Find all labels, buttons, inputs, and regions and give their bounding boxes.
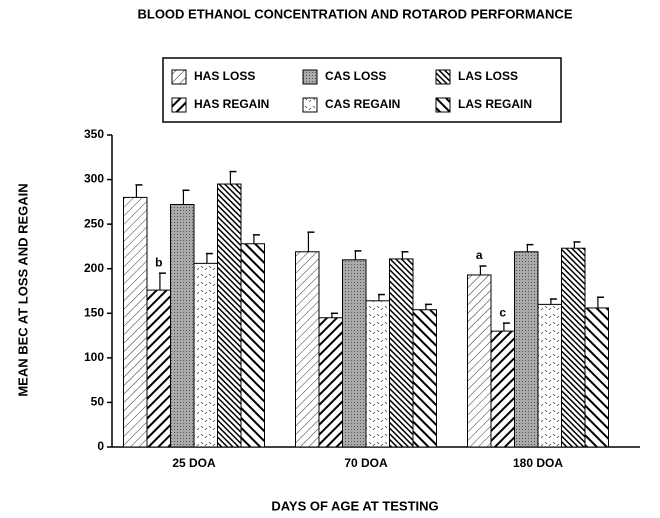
legend-label: HAS LOSS bbox=[194, 69, 255, 83]
bar bbox=[467, 274, 492, 448]
legend-box bbox=[162, 57, 562, 123]
y-tick-label: 150 bbox=[84, 305, 104, 319]
bar bbox=[217, 183, 242, 448]
bar bbox=[146, 289, 171, 448]
annotation: c bbox=[499, 305, 506, 319]
bar bbox=[514, 251, 539, 448]
bar bbox=[170, 204, 195, 448]
legend-swatch bbox=[435, 69, 451, 85]
legend-swatch bbox=[171, 97, 187, 113]
y-tick-label: 250 bbox=[84, 216, 104, 230]
x-tick-label: 180 DOA bbox=[513, 456, 563, 470]
y-tick-label: 100 bbox=[84, 350, 104, 364]
bar bbox=[365, 300, 390, 448]
bar bbox=[584, 307, 609, 448]
bar bbox=[490, 330, 515, 448]
legend-swatch bbox=[302, 69, 318, 85]
y-tick-label: 300 bbox=[84, 172, 104, 186]
legend-swatch bbox=[171, 69, 187, 85]
annotation: a bbox=[476, 248, 483, 262]
bar bbox=[561, 247, 586, 448]
y-tick-label: 200 bbox=[84, 261, 104, 275]
x-tick-label: 25 DOA bbox=[172, 456, 216, 470]
legend-label: CAS REGAIN bbox=[325, 97, 400, 111]
chart-title: BLOOD ETHANOL CONCENTRATION AND ROTAROD … bbox=[137, 6, 572, 21]
bar bbox=[342, 259, 367, 448]
y-tick-label: 350 bbox=[84, 127, 104, 141]
bar bbox=[240, 243, 265, 448]
x-axis-label: DAYS OF AGE AT TESTING bbox=[271, 498, 438, 513]
bar bbox=[537, 303, 562, 448]
y-axis-label: MEAN BEC AT LOSS AND REGAIN bbox=[15, 183, 30, 396]
y-tick-label: 50 bbox=[91, 395, 105, 409]
y-tick-label: 0 bbox=[97, 439, 104, 453]
legend-label: LAS LOSS bbox=[458, 69, 518, 83]
legend-label: HAS REGAIN bbox=[194, 97, 269, 111]
legend-label: LAS REGAIN bbox=[458, 97, 532, 111]
annotation: b bbox=[155, 255, 162, 269]
bar bbox=[295, 251, 320, 448]
bar bbox=[318, 317, 343, 448]
legend-swatch bbox=[435, 97, 451, 113]
legend-swatch bbox=[302, 97, 318, 113]
bar bbox=[123, 196, 148, 448]
bar bbox=[389, 258, 414, 448]
x-tick-label: 70 DOA bbox=[344, 456, 388, 470]
bar bbox=[412, 309, 437, 448]
bar bbox=[193, 262, 218, 448]
legend-label: CAS LOSS bbox=[325, 69, 386, 83]
